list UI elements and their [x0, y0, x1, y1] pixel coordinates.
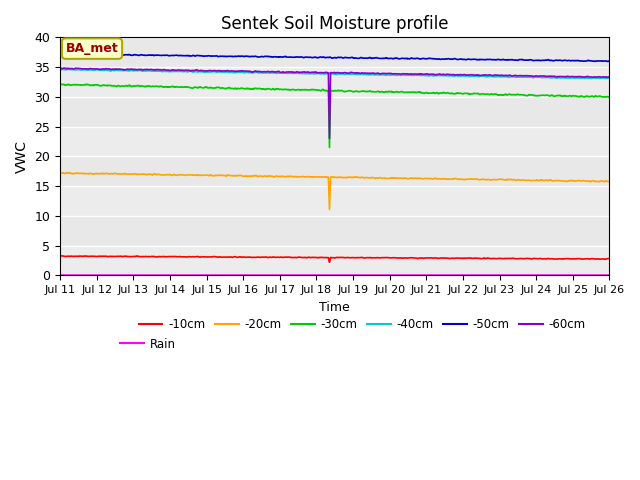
Bar — [60, 246, 609, 276]
Bar — [60, 127, 609, 156]
Y-axis label: VWC: VWC — [15, 140, 29, 173]
Legend: Rain: Rain — [116, 333, 180, 355]
Bar — [60, 186, 609, 216]
Text: BA_met: BA_met — [66, 42, 118, 55]
Bar — [60, 67, 609, 97]
X-axis label: Time: Time — [319, 301, 350, 314]
Title: Sentek Soil Moisture profile: Sentek Soil Moisture profile — [221, 15, 449, 33]
